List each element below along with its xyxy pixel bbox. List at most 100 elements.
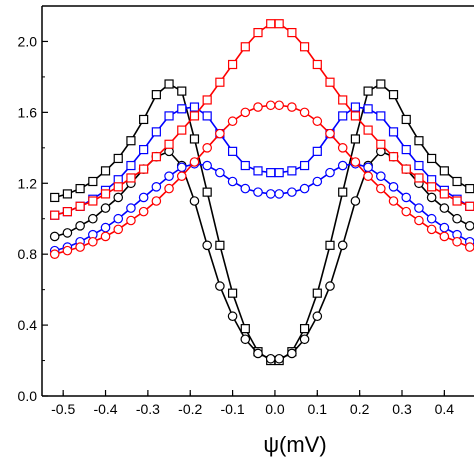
- data-point: [151, 90, 161, 100]
- data-point: [151, 152, 161, 162]
- data-point: [401, 192, 412, 203]
- data-point: [338, 111, 348, 121]
- data-point: [50, 192, 60, 203]
- data-point: [426, 192, 437, 203]
- data-point: [439, 189, 449, 199]
- y-tick-label: 0.8: [18, 246, 38, 262]
- data-point: [439, 203, 450, 213]
- data-point: [126, 160, 136, 171]
- data-point: [227, 146, 238, 156]
- data-point: [401, 144, 411, 155]
- data-point: [337, 143, 348, 153]
- data-point: [62, 189, 73, 199]
- data-point: [240, 107, 251, 118]
- series-line: [54, 106, 471, 216]
- series-line: [54, 162, 471, 252]
- data-point: [299, 324, 310, 334]
- data-point: [75, 242, 85, 252]
- data-point: [88, 236, 98, 247]
- data-point: [274, 19, 284, 29]
- data-point: [312, 311, 323, 322]
- data-point: [176, 171, 187, 181]
- data-point: [427, 182, 437, 192]
- data-point: [299, 42, 310, 52]
- data-point: [215, 128, 225, 139]
- data-point: [287, 187, 297, 197]
- data-point: [113, 192, 124, 203]
- data-point: [177, 125, 187, 135]
- data-point: [439, 231, 450, 242]
- data-point: [227, 176, 238, 187]
- series-line: [54, 104, 471, 255]
- data-point: [287, 27, 297, 38]
- data-point: [189, 134, 200, 144]
- data-point: [265, 100, 276, 111]
- data-point: [363, 104, 373, 114]
- data-point: [350, 157, 361, 167]
- data-point: [299, 107, 310, 118]
- data-point: [414, 136, 424, 146]
- data-point: [287, 348, 297, 359]
- data-point: [401, 206, 412, 217]
- y-tick-label: 2.0: [18, 33, 38, 49]
- data-point: [62, 245, 73, 256]
- data-point: [388, 182, 399, 192]
- data-point: [312, 146, 322, 156]
- data-point: [75, 221, 85, 231]
- data-point: [464, 221, 474, 231]
- data-point: [427, 153, 437, 164]
- data-point: [126, 203, 136, 213]
- data-point: [62, 207, 73, 217]
- data-point: [363, 125, 373, 135]
- data-point: [215, 240, 225, 250]
- data-point: [388, 196, 399, 206]
- data-point: [266, 168, 276, 178]
- data-point: [376, 79, 386, 89]
- data-point: [265, 189, 276, 199]
- data-point: [325, 281, 335, 291]
- data-point: [325, 77, 335, 87]
- data-point: [113, 224, 124, 235]
- data-point: [189, 102, 200, 112]
- data-point: [274, 168, 284, 178]
- data-point: [151, 127, 161, 137]
- data-point: [240, 160, 250, 171]
- data-point: [202, 187, 212, 197]
- data-point: [62, 228, 73, 238]
- data-point: [240, 42, 250, 52]
- data-point: [414, 203, 424, 213]
- data-point: [202, 160, 212, 171]
- data-point: [388, 152, 399, 162]
- data-point: [312, 176, 323, 187]
- data-point: [350, 111, 361, 121]
- data-point: [164, 183, 174, 194]
- data-point: [287, 102, 297, 112]
- data-point: [414, 173, 424, 183]
- data-point: [113, 153, 123, 164]
- data-point: [363, 162, 373, 173]
- data-point: [464, 242, 474, 252]
- data-point: [274, 353, 284, 364]
- series-3: [49, 158, 474, 256]
- data-point: [139, 144, 149, 155]
- data-point: [227, 288, 238, 298]
- data-point: [164, 79, 174, 89]
- x-tick-label: -0.5: [51, 401, 75, 417]
- data-point: [164, 171, 174, 181]
- data-point: [265, 353, 276, 364]
- data-point: [189, 196, 200, 206]
- data-point: [337, 240, 348, 251]
- data-point: [452, 213, 462, 224]
- data-point: [439, 222, 450, 233]
- data-point: [100, 203, 111, 213]
- data-point: [215, 281, 225, 291]
- data-point: [75, 201, 85, 211]
- series-5: [49, 100, 474, 259]
- data-point: [401, 164, 411, 174]
- data-point: [177, 86, 187, 96]
- data-point: [426, 213, 437, 224]
- tick-labels: -0.5 -0.4 -0.3 -0.2 -0.1 0.0 0.1 0.2 0.3 0.4 0.0 0.…: [18, 33, 455, 417]
- data-point: [452, 236, 462, 247]
- data-point: [350, 102, 361, 112]
